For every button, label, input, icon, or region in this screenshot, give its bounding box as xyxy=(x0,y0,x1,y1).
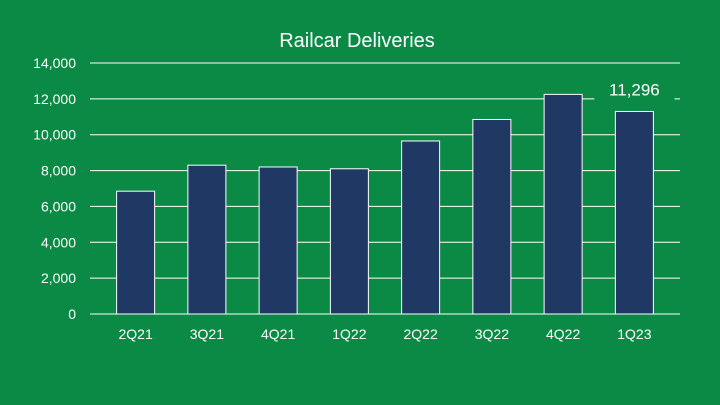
bar-4q22 xyxy=(543,93,583,315)
y-tick-label: 8,000 xyxy=(41,163,76,179)
x-tick-label: 1Q23 xyxy=(617,326,651,342)
x-tick-label: 3Q21 xyxy=(190,326,224,342)
data-label: 11,296 xyxy=(609,80,660,99)
y-tick-label: 12,000 xyxy=(33,91,76,107)
bar-1q23 xyxy=(614,110,654,315)
y-axis-ticks: 0 2,000 4,000 6,000 8,000 10,000 12,000 14,000 xyxy=(33,55,76,322)
bar-3q21 xyxy=(187,164,227,315)
y-tick-label: 2,000 xyxy=(41,270,76,286)
y-tick-label: 10,000 xyxy=(33,127,76,143)
y-tick-label: 6,000 xyxy=(41,198,76,214)
bar-2q22 xyxy=(401,140,441,315)
data-label-background xyxy=(594,78,675,103)
x-tick-label: 1Q22 xyxy=(332,326,366,342)
y-tick-label: 14,000 xyxy=(33,55,76,71)
y-tick-label: 0 xyxy=(68,306,76,322)
x-tick-label: 3Q22 xyxy=(475,326,509,342)
data-labels: 11,296 xyxy=(594,78,675,103)
bar-3q22 xyxy=(472,118,512,315)
y-tick-label: 4,000 xyxy=(41,234,76,250)
x-tick-label: 2Q21 xyxy=(119,326,153,342)
bar-1q22 xyxy=(329,168,369,315)
gridlines xyxy=(90,62,680,315)
x-tick-label: 2Q22 xyxy=(404,326,438,342)
chart-title: Railcar Deliveries xyxy=(279,30,435,52)
bar-4q21 xyxy=(258,166,298,315)
x-tick-label: 4Q22 xyxy=(546,326,580,342)
bar-2q21 xyxy=(116,190,156,315)
x-tick-label: 4Q21 xyxy=(261,326,295,342)
bars xyxy=(116,93,654,315)
x-axis-categories: 2Q21 3Q21 4Q21 1Q22 2Q22 3Q22 4Q22 1Q23 xyxy=(119,326,652,342)
